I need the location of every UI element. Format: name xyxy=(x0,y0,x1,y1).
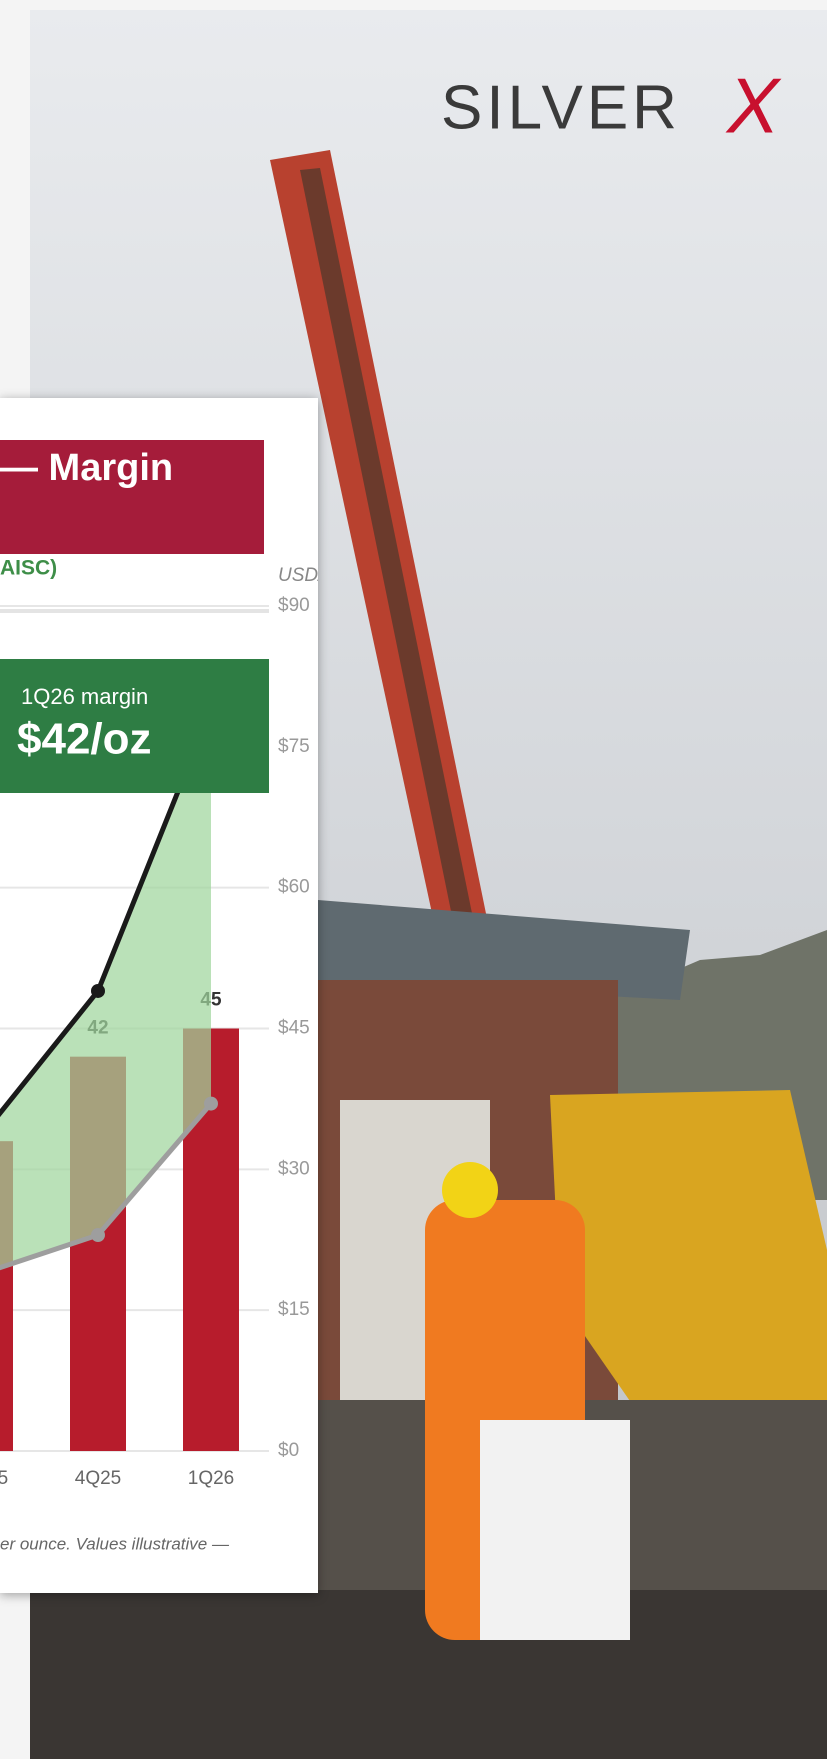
chart-card: — Margin AISC) USD/oz $0 $15 $30 $45 $60 $75 $… xyxy=(0,398,318,1593)
chart-subtitle: AISC) xyxy=(0,557,57,580)
y-tick-label: $60 xyxy=(278,877,310,898)
chair xyxy=(480,1420,630,1640)
x-tick-label: 3Q25 xyxy=(0,1468,8,1489)
x-tick-label: 1Q26 xyxy=(188,1468,234,1489)
y-tick-label: $15 xyxy=(278,1299,310,1320)
helmet xyxy=(442,1162,498,1218)
line-point xyxy=(91,1228,105,1242)
page: {"logo": {"text": "SILVER", "mark": "X"}… xyxy=(0,0,827,1759)
y-tick-label: $45 xyxy=(278,1018,310,1039)
callout-value: $42/oz xyxy=(17,715,152,764)
y-tick-label: $0 xyxy=(278,1440,299,1461)
footnote: er ounce. Values illustrative — xyxy=(0,1534,230,1553)
line-point xyxy=(91,984,105,998)
line-point xyxy=(204,1097,218,1111)
callout-label: 1Q26 margin xyxy=(21,684,148,709)
y-tick-label: $90 xyxy=(278,595,310,616)
y-tick-label: $30 xyxy=(278,1158,310,1179)
chart-title: — Margin xyxy=(0,447,173,489)
x-tick-label: 4Q25 xyxy=(75,1468,121,1489)
y-tick-label: $75 xyxy=(278,736,310,757)
y-axis-label: USD/oz xyxy=(278,565,318,586)
logo-mark: X xyxy=(725,62,782,150)
logo-text: SILVER xyxy=(441,73,681,142)
chart: — Margin AISC) USD/oz $0 $15 $30 $45 $60 $75 $… xyxy=(0,398,318,1593)
